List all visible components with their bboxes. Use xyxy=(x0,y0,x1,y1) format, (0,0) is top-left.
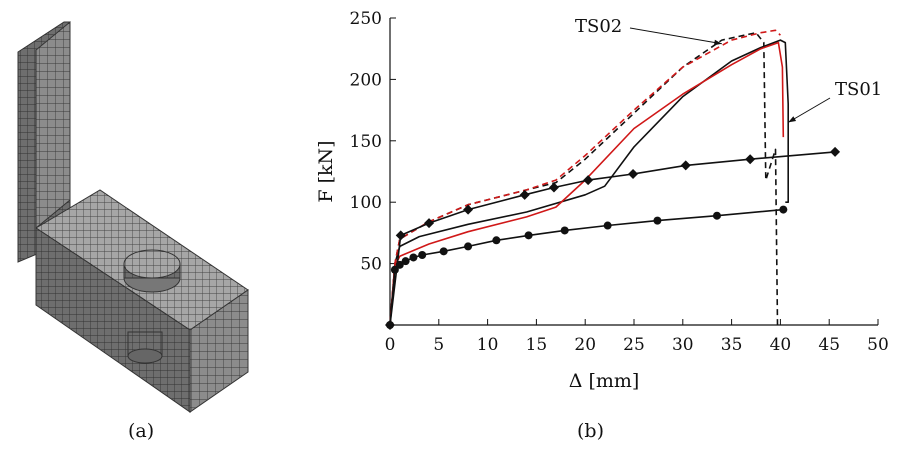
circle-marker xyxy=(653,216,662,225)
force-displacement-chart: 0 5 10 15 20 25 30 35 40 45 50 50 100 150 200 250 Δ [mm]… xyxy=(315,9,889,392)
circle-marker xyxy=(439,247,448,256)
base-end-face xyxy=(189,289,249,413)
circle-marker xyxy=(524,231,533,240)
series-line-2 xyxy=(389,41,785,326)
y-tick-label: 150 xyxy=(350,132,382,152)
diamond-marker xyxy=(424,218,435,229)
chart-annotations: TS02 TS01 xyxy=(575,16,882,123)
bolt-shank-end xyxy=(127,348,163,364)
diamond-marker xyxy=(830,146,841,157)
panel-b-label: (b) xyxy=(577,420,604,442)
panel-a-label: (a) xyxy=(128,420,155,442)
series-line-1 xyxy=(389,31,779,326)
x-tick-label: 0 xyxy=(385,335,396,355)
x-tick-label: 50 xyxy=(867,335,889,355)
y-tick-label: 50 xyxy=(360,255,382,275)
chart-axes: 0 5 10 15 20 25 30 35 40 45 50 50 100 150 200 250 Δ [mm]… xyxy=(315,9,889,392)
y-tick-label: 250 xyxy=(350,9,382,29)
circle-marker xyxy=(712,211,721,220)
circle-marker xyxy=(560,226,569,235)
series-line-4 xyxy=(389,151,836,326)
x-axis-label: Δ [mm] xyxy=(569,370,640,392)
chart-series-layer xyxy=(385,29,841,330)
bolt-head-top xyxy=(123,249,181,279)
x-tick-label: 35 xyxy=(721,335,743,355)
diamond-marker xyxy=(548,182,559,193)
x-tick-label: 20 xyxy=(574,335,596,355)
x-tick-label: 30 xyxy=(672,335,694,355)
annotation-arrow-0 xyxy=(629,27,722,45)
diamond-marker xyxy=(583,175,594,186)
x-tick-label: 15 xyxy=(526,335,548,355)
circle-marker xyxy=(492,236,501,245)
circle-marker xyxy=(409,253,418,262)
x-tick-label: 25 xyxy=(623,335,645,355)
diamond-marker xyxy=(519,189,530,200)
diamond-marker xyxy=(463,204,474,215)
circle-marker xyxy=(395,260,404,269)
circle-marker xyxy=(390,265,399,274)
circle-marker xyxy=(779,205,788,214)
circle-marker xyxy=(464,242,473,251)
x-tick-label: 5 xyxy=(433,335,444,355)
annotation-arrowhead-0 xyxy=(713,39,722,46)
series-line-5 xyxy=(389,208,784,326)
diamond-marker xyxy=(395,230,406,241)
fe-mesh-model xyxy=(17,20,249,413)
x-tick-label: 45 xyxy=(818,335,840,355)
series-line-0 xyxy=(389,39,790,326)
series-line-3 xyxy=(389,29,781,326)
vertical-flange-front xyxy=(35,20,71,230)
circle-marker xyxy=(401,257,410,266)
annotation-arrowhead-1 xyxy=(788,116,797,123)
circle-marker xyxy=(386,321,394,329)
circle-marker xyxy=(418,251,427,260)
circle-marker xyxy=(603,221,612,230)
diamond-marker xyxy=(680,160,691,171)
x-tick-label: 10 xyxy=(477,335,499,355)
annotation-label-1: TS01 xyxy=(835,79,882,100)
y-axis-label: F [kN] xyxy=(315,140,337,202)
diamond-marker xyxy=(745,154,756,165)
y-tick-label: 100 xyxy=(350,193,382,213)
annotation-label-0: TS02 xyxy=(575,16,622,37)
annotation-arrow-1 xyxy=(787,97,831,123)
x-tick-label: 40 xyxy=(770,335,792,355)
y-tick-label: 200 xyxy=(350,70,382,90)
diamond-marker xyxy=(628,168,639,179)
